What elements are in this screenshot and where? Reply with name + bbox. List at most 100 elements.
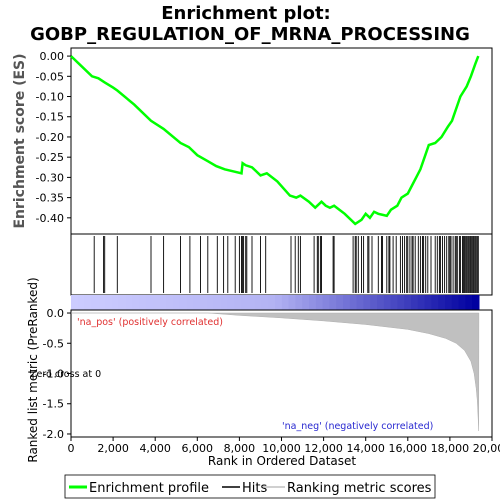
x-tick-label: 6,000 bbox=[182, 442, 214, 455]
heat-bar-segment bbox=[431, 295, 439, 310]
heat-bar-segment bbox=[179, 295, 188, 310]
heat-bar-segment bbox=[336, 295, 344, 310]
es-y-axis-label: Enrichment score (ES) bbox=[12, 53, 28, 228]
heat-bar-segment bbox=[370, 295, 378, 310]
heat-bar-segment bbox=[84, 295, 92, 310]
ranking-heat-bar bbox=[71, 295, 480, 310]
heat-bar-segment bbox=[166, 295, 174, 310]
x-tick-label: 0 bbox=[68, 442, 75, 455]
x-axis-label: Rank in Ordered Dataset bbox=[208, 454, 356, 468]
heat-bar-segment bbox=[302, 295, 310, 310]
heat-bar-segment bbox=[445, 295, 453, 310]
heat-bar-segment bbox=[295, 295, 303, 310]
heat-bar-segment bbox=[71, 295, 79, 310]
x-tick-label: 12,000 bbox=[304, 442, 343, 455]
metric-y-axis: 0.0 -0.5 -1.0 -1.5 -2.0 bbox=[43, 307, 71, 441]
es-y-tick-label: -0.05 bbox=[36, 70, 64, 83]
heat-bar-segment bbox=[472, 295, 480, 310]
heat-bar-segment bbox=[145, 295, 154, 310]
es-y-tick-label: -0.40 bbox=[36, 212, 64, 225]
heat-bar-segment bbox=[118, 295, 126, 310]
metric-y-tick-label: -0.5 bbox=[43, 337, 64, 350]
x-tick-label: 8,000 bbox=[224, 442, 256, 455]
heat-bar-segment bbox=[458, 295, 466, 310]
heat-bar-segment bbox=[220, 295, 228, 310]
heat-bar-segment bbox=[315, 295, 324, 310]
hits-marks bbox=[93, 236, 479, 293]
heat-bar-segment bbox=[125, 295, 133, 310]
metric-y-axis-label: Ranked list metric (PreRanked) bbox=[26, 277, 40, 462]
legend-label-1: Hits bbox=[242, 481, 267, 496]
annotation-positive: 'na_pos' (positively correlated) bbox=[77, 317, 223, 328]
heat-bar-segment bbox=[247, 295, 256, 310]
x-tick-label: 4,000 bbox=[139, 442, 171, 455]
heat-bar-segment bbox=[349, 295, 358, 310]
heat-bar-segment bbox=[139, 295, 147, 310]
x-tick-label: 20,000 bbox=[473, 442, 500, 455]
metric-y-tick-label: -1.5 bbox=[43, 398, 64, 411]
x-tick-label: 16,000 bbox=[389, 442, 428, 455]
heat-bar-segment bbox=[404, 295, 412, 310]
heat-bar-segment bbox=[329, 295, 337, 310]
heat-bar-segment bbox=[363, 295, 371, 310]
heat-bar-segment bbox=[322, 295, 330, 310]
hits-panel-frame bbox=[70, 233, 493, 296]
heat-bar-segment bbox=[288, 295, 296, 310]
es-y-tick-label: -0.35 bbox=[36, 192, 64, 205]
legend-label-2: Ranking metric scores bbox=[287, 481, 432, 496]
heat-bar-segment bbox=[91, 295, 99, 310]
heat-bar-segment bbox=[111, 295, 120, 310]
es-y-axis: 0.00 -0.05 -0.10 -0.15 -0.20 -0.25 -0.30 -0.35 -… bbox=[36, 50, 71, 225]
metric-y-tick-label: 0.0 bbox=[47, 307, 65, 320]
heat-bar-segment bbox=[390, 295, 398, 310]
legend-label-0: Enrichment profile bbox=[89, 481, 209, 496]
enrichment-profile-line bbox=[70, 55, 480, 226]
heat-bar-segment bbox=[424, 295, 432, 310]
es-y-tick-label: -0.10 bbox=[36, 91, 64, 104]
es-y-tick-label: -0.20 bbox=[36, 131, 64, 144]
annotation-negative: 'na_neg' (negatively correlated) bbox=[282, 421, 433, 432]
metric-y-tick-label: -2.0 bbox=[43, 428, 64, 441]
x-tick-label: 2,000 bbox=[97, 442, 129, 455]
heat-bar-segment bbox=[159, 295, 167, 310]
x-tick-label: 14,000 bbox=[346, 442, 385, 455]
heat-bar-segment bbox=[438, 295, 446, 310]
x-tick-label: 18,000 bbox=[431, 442, 470, 455]
ranking-metric-area bbox=[71, 312, 480, 432]
heat-bar-segment bbox=[275, 295, 283, 310]
heat-bar-segment bbox=[152, 295, 160, 310]
chart-title-line1: Enrichment plot: bbox=[161, 3, 331, 24]
heat-bar-segment bbox=[281, 295, 290, 310]
heat-bar-segment bbox=[213, 295, 222, 310]
heat-bar-segment bbox=[268, 295, 276, 310]
heat-bar-segment bbox=[234, 295, 242, 310]
heat-bar-segment bbox=[173, 295, 181, 310]
x-tick-label: 10,000 bbox=[262, 442, 301, 455]
heat-bar-segment bbox=[254, 295, 262, 310]
es-y-tick-label: -0.30 bbox=[36, 171, 64, 184]
heat-bar-segment bbox=[397, 295, 405, 310]
legend-box bbox=[64, 474, 436, 499]
heat-bar-segment bbox=[77, 295, 86, 310]
es-y-tick-label: -0.15 bbox=[36, 111, 64, 124]
annotation-zero-cross: Zero cross at 0 bbox=[30, 369, 101, 380]
heat-bar-segment bbox=[98, 295, 106, 310]
heat-bar-segment bbox=[105, 295, 113, 310]
heat-bar-segment bbox=[377, 295, 385, 310]
heat-bar-segment bbox=[417, 295, 426, 310]
heat-bar-segment bbox=[200, 295, 208, 310]
heat-bar-segment bbox=[241, 295, 249, 310]
heat-bar-segment bbox=[343, 295, 351, 310]
chart-title-line2: GOBP_REGULATION_OF_MRNA_PROCESSING bbox=[30, 24, 470, 45]
x-axis: 0 2,000 4,000 6,000 8,000 10,000 12,000 14,000 1… bbox=[68, 437, 500, 455]
heat-bar-segment bbox=[465, 295, 473, 310]
heat-bar-segment bbox=[261, 295, 269, 310]
metric-y-tick-label: -1.0 bbox=[43, 368, 64, 381]
heat-bar-segment bbox=[309, 295, 317, 310]
heat-bar-segment bbox=[451, 295, 460, 310]
heat-bar-segment bbox=[411, 295, 419, 310]
heat-bar-segment bbox=[132, 295, 140, 310]
heat-bar-segment bbox=[193, 295, 201, 310]
